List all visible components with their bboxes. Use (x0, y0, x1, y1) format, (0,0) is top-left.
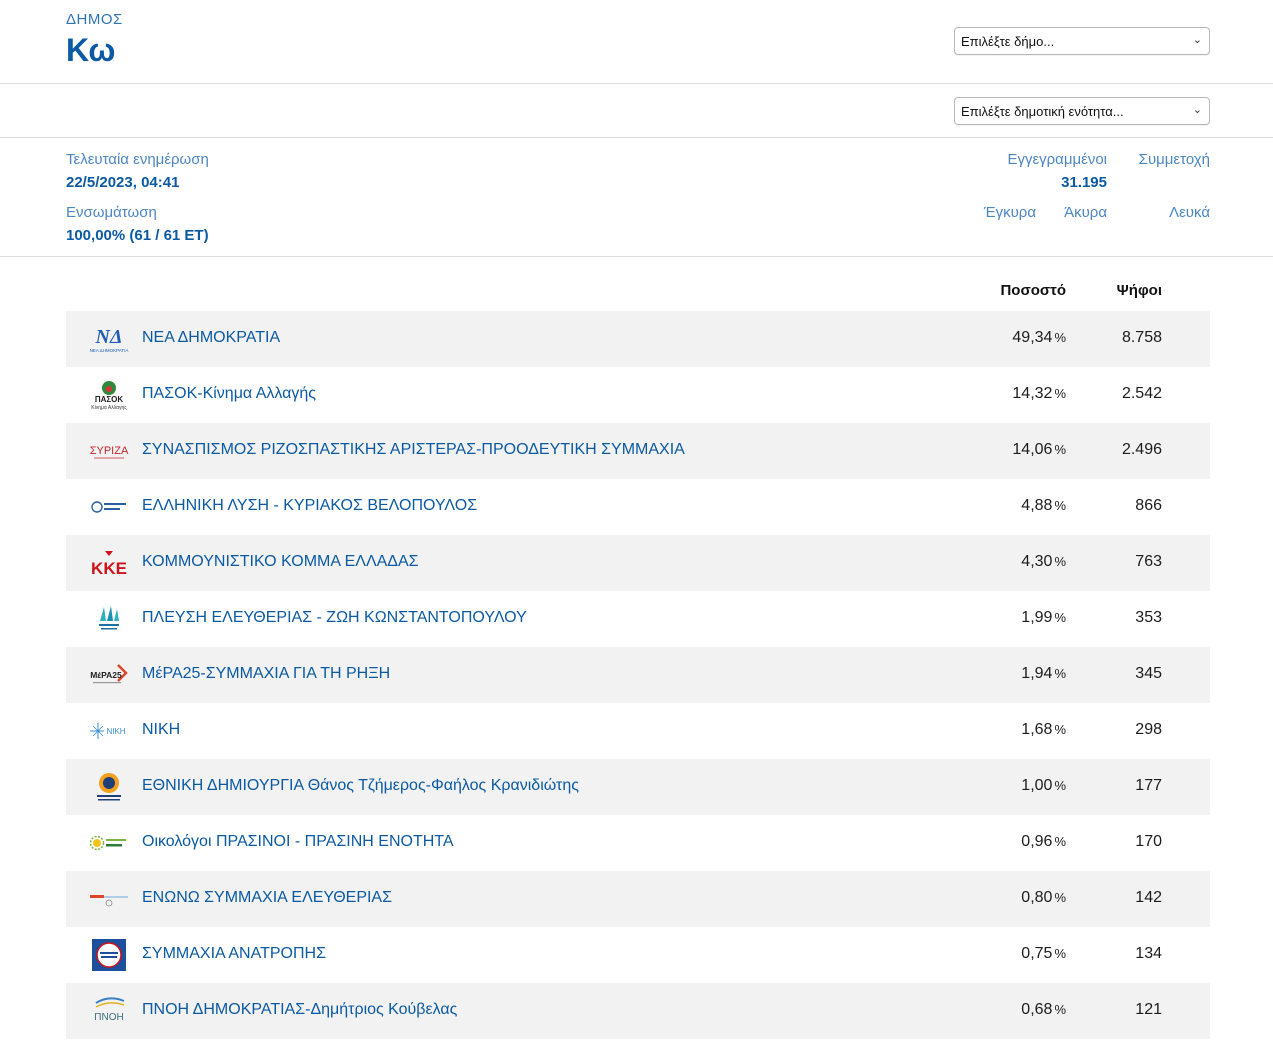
party-name[interactable]: ΕΛΛΗΝΙΚΗ ΛΥΣΗ - ΚΥΡΙΑΚΟΣ ΒΕΛΟΠΟΥΛΟΣ (142, 497, 478, 514)
table-row: ΠΛΕΥΣΗ ΕΛΕΥΘΕΡΙΑΣ - ΖΩΗ ΚΩΝΣΤΑΝΤΟΠΟΥΛΟΥ … (66, 591, 1210, 647)
party-percent: 1,00% (1021, 777, 1066, 794)
chevron-down-icon: ⌄ (1192, 104, 1202, 116)
blank-label: Λευκά (1169, 204, 1210, 221)
party-name[interactable]: ΠΝΟΗ ΔΗΜΟΚΡΑΤΙΑΣ-Δημήτριος Κούβελας (142, 1001, 458, 1018)
party-name[interactable]: ΠΛΕΥΣΗ ΕΛΕΥΘΕΡΙΑΣ - ΖΩΗ ΚΩΝΣΤΑΝΤΟΠΟΥΛΟΥ (142, 609, 527, 626)
table-row: ΚΚΕ ΚΟΜΜΟΥΝΙΣΤΙΚΟ ΚΟΜΜΑ ΕΛΛΑΔΑΣ 4,30% 76… (66, 535, 1210, 591)
table-row: ΣΥΜΜΑΧΙΑ ΑΝΑΤΡΟΠΗΣ 0,75% 134 (66, 927, 1210, 983)
pnoi-logo: ΠΝΟΗ (88, 995, 130, 1027)
syriza-logo-text: ΣΥΡΙΖΑ (90, 445, 129, 457)
party-votes: 763 (1135, 553, 1162, 570)
last-update-value: 22/5/2023, 04:41 (66, 174, 180, 191)
kke-logo-mark: ΚΚΕ (91, 559, 127, 578)
table-row: ΕΝΩΝΩ ΣΥΜΜΑΧΙΑ ΕΛΕΥΘΕΡΙΑΣ 0,80% 142 (66, 871, 1210, 927)
valid-label: Έγκυρα (983, 204, 1036, 221)
party-percent: 1,94% (1021, 665, 1066, 682)
party-percent: 14,06% (1012, 441, 1066, 458)
table-row: ΠΑΣΟΚ Κίνημα Αλλαγής ΠΑΣΟΚ-Κίνημα Αλλαγή… (66, 367, 1210, 423)
mera25-logo-mark: ΜέΡΑ25 (90, 670, 122, 680)
party-name[interactable]: ΕΘΝΙΚΗ ΔΗΜΙΟΥΡΓΙΑ Θάνος Τζήμερος-Φαήλος … (142, 777, 579, 794)
municipal-unit-select[interactable]: Επιλέξτε δημοτική ενότητα... ⌄ (954, 97, 1210, 125)
integration-label: Ενσωμάτωση (66, 204, 157, 221)
invalid-label: Άκυρα (1064, 204, 1107, 221)
page-title: Κω (66, 32, 116, 68)
party-percent: 1,99% (1021, 609, 1066, 626)
column-header-percent: Ποσοστό (1000, 282, 1066, 299)
party-percent: 4,30% (1021, 553, 1066, 570)
party-votes: 177 (1135, 777, 1162, 794)
party-name[interactable]: ΜέΡΑ25-ΣΥΜΜΑΧΙΑ ΓΙΑ ΤΗ ΡΗΞΗ (142, 665, 391, 682)
elliniki-lysi-logo (88, 491, 130, 523)
municipality-select-value: Επιλέξτε δήμο... (961, 33, 1055, 49)
party-votes: 2.496 (1121, 441, 1162, 458)
last-update-label: Τελευταία ενημέρωση (66, 151, 209, 168)
anatropi-logo (88, 939, 130, 971)
pasok-logo: ΠΑΣΟΚ Κίνημα Αλλαγής (88, 379, 130, 411)
party-votes: 345 (1135, 665, 1162, 682)
party-percent: 0,80% (1021, 889, 1066, 906)
nd-logo-text: ΝΕΑ ΔΗΜΟΚΡΑΤΙΑ (90, 348, 129, 353)
table-row: ΝΙΚΗ ΝΙΚΗ 1,68% 298 (66, 703, 1210, 759)
prasinoi-logo (88, 827, 130, 859)
municipality-select[interactable]: Επιλέξτε δήμο... ⌄ (954, 27, 1210, 55)
table-row: ΝΔ ΝΕΑ ΔΗΜΟΚΡΑΤΙΑ ΝΕΑ ΔΗΜΟΚΡΑΤΙΑ 49,34% … (66, 311, 1210, 367)
party-name[interactable]: ΣΥΜΜΑΧΙΑ ΑΝΑΤΡΟΠΗΣ (142, 945, 326, 962)
syriza-logo: ΣΥΡΙΖΑ (88, 435, 130, 467)
pasok-logo-mark: ΠΑΣΟΚ (95, 395, 124, 404)
nd-logo-mark: ΝΔ (95, 326, 123, 348)
party-votes: 121 (1135, 1001, 1162, 1018)
table-row: Οικολόγοι ΠΡΑΣΙΝΟΙ - ΠΡΑΣΙΝΗ ΕΝΟΤΗΤΑ 0,9… (66, 815, 1210, 871)
kke-logo: ΚΚΕ (88, 547, 130, 579)
registered-label: Εγγεγραμμένοι (1007, 151, 1107, 168)
party-name[interactable]: ΣΥΝΑΣΠΙΣΜΟΣ ΡΙΖΟΣΠΑΣΤΙΚΗΣ ΑΡΙΣΤΕΡΑΣ-ΠΡΟΟ… (142, 441, 685, 458)
party-name[interactable]: ΠΑΣΟΚ-Κίνημα Αλλαγής (142, 385, 317, 402)
turnout-label: Συμμετοχή (1138, 151, 1210, 168)
party-percent: 0,68% (1021, 1001, 1066, 1018)
party-percent: 0,96% (1021, 833, 1066, 850)
table-row: ΣΥΡΙΖΑ ΣΥΝΑΣΠΙΣΜΟΣ ΡΙΖΟΣΠΑΣΤΙΚΗΣ ΑΡΙΣΤΕΡ… (66, 423, 1210, 479)
niki-logo-mark: ΝΙΚΗ (106, 727, 125, 736)
table-row: ΠΝΟΗ ΠΝΟΗ ΔΗΜΟΚΡΑΤΙΑΣ-Δημήτριος Κούβελας… (66, 983, 1210, 1039)
ethniki-dimiourgia-logo (88, 771, 130, 803)
party-name[interactable]: ΚΟΜΜΟΥΝΙΣΤΙΚΟ ΚΟΜΜΑ ΕΛΛΑΔΑΣ (142, 553, 419, 570)
column-header-votes: Ψήφοι (1116, 282, 1162, 299)
nd-logo: ΝΔ ΝΕΑ ΔΗΜΟΚΡΑΤΙΑ (88, 323, 130, 355)
table-row: ΜέΡΑ25 ΜέΡΑ25-ΣΥΜΜΑΧΙΑ ΓΙΑ ΤΗ ΡΗΞΗ 1,94%… (66, 647, 1210, 703)
table-row: ΕΘΝΙΚΗ ΔΗΜΙΟΥΡΓΙΑ Θάνος Τζήμερος-Φαήλος … (66, 759, 1210, 815)
party-votes: 866 (1135, 497, 1162, 514)
party-votes: 170 (1135, 833, 1162, 850)
pasok-logo-text: Κίνημα Αλλαγής (91, 404, 127, 411)
unit-bar (0, 84, 1273, 138)
party-name[interactable]: ΝΕΑ ΔΗΜΟΚΡΑΤΙΑ (142, 329, 281, 346)
pnoi-logo-mark: ΠΝΟΗ (94, 1012, 123, 1023)
party-percent: 0,75% (1021, 945, 1066, 962)
party-votes: 8.758 (1121, 329, 1162, 346)
municipality-label: ΔΗΜΟΣ (66, 11, 123, 28)
party-votes: 142 (1135, 889, 1162, 906)
registered-value: 31.195 (1061, 174, 1107, 191)
party-votes: 134 (1135, 945, 1162, 962)
table-row: ΕΛΛΗΝΙΚΗ ΛΥΣΗ - ΚΥΡΙΑΚΟΣ ΒΕΛΟΠΟΥΛΟΣ 4,88… (66, 479, 1210, 535)
party-name[interactable]: Οικολόγοι ΠΡΑΣΙΝΟΙ - ΠΡΑΣΙΝΗ ΕΝΟΤΗΤΑ (142, 833, 454, 850)
party-name[interactable]: ΕΝΩΝΩ ΣΥΜΜΑΧΙΑ ΕΛΕΥΘΕΡΙΑΣ (142, 889, 392, 906)
party-percent: 4,88% (1021, 497, 1066, 514)
party-percent: 49,34% (1012, 329, 1066, 346)
chevron-down-icon: ⌄ (1192, 34, 1202, 46)
municipal-unit-select-value: Επιλέξτε δημοτική ενότητα... (961, 103, 1124, 119)
plefsi-logo (88, 603, 130, 635)
party-name[interactable]: ΝΙΚΗ (142, 721, 181, 738)
mera25-logo: ΜέΡΑ25 (88, 659, 130, 691)
party-percent: 14,32% (1012, 385, 1066, 402)
party-votes: 2.542 (1121, 385, 1162, 402)
stats-panel (0, 138, 1273, 257)
enono-logo (88, 883, 130, 915)
party-votes: 353 (1135, 609, 1162, 626)
page-header: ΔΗΜΟΣ Κω (0, 0, 1273, 84)
party-percent: 1,68% (1021, 721, 1066, 738)
party-votes: 298 (1135, 721, 1162, 738)
integration-value: 100,00% (61 / 61 ΕΤ) (66, 227, 209, 244)
niki-logo: ΝΙΚΗ (88, 715, 130, 747)
